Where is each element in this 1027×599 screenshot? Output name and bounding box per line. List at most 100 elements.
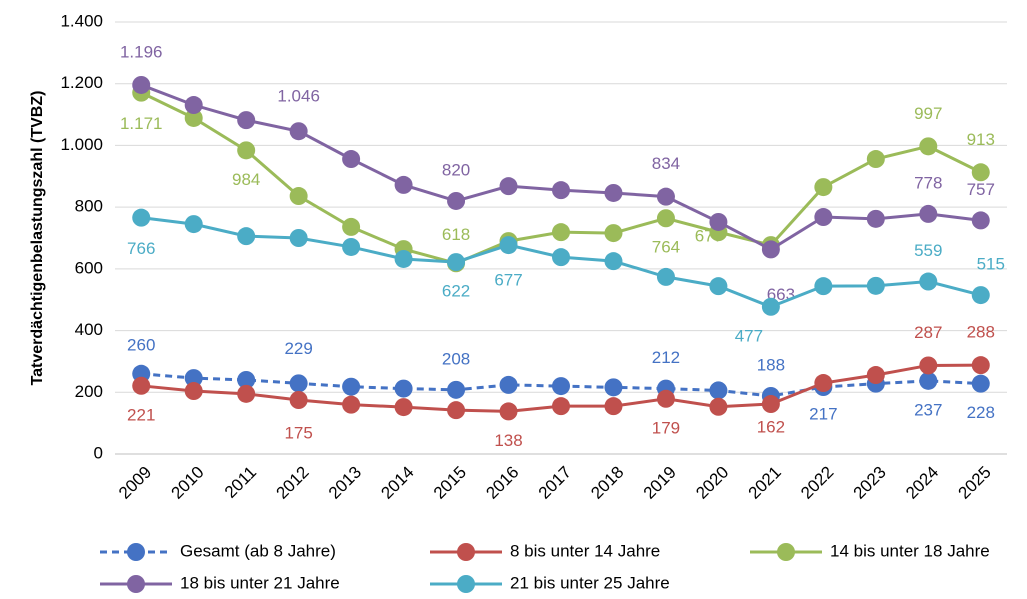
data-point [866, 209, 885, 228]
x-tick-label: 2013 [325, 463, 365, 503]
data-point [552, 181, 570, 200]
data-label: 179 [652, 418, 680, 437]
data-point [394, 379, 413, 398]
data-label: 559 [914, 241, 942, 260]
data-point [499, 236, 518, 255]
x-tick-label: 2020 [692, 463, 732, 503]
data-label: 757 [967, 180, 995, 199]
data-point [447, 401, 466, 420]
y-tick-label: 1.400 [60, 11, 103, 30]
data-label: 764 [652, 238, 680, 257]
data-point [761, 297, 780, 316]
legend-marker [457, 575, 475, 593]
data-label: 162 [757, 417, 785, 436]
data-label: 515 [977, 255, 1005, 274]
data-label: 208 [442, 349, 470, 368]
x-tick-label: 2024 [902, 463, 942, 503]
legend-marker [457, 543, 475, 561]
data-label: 260 [127, 335, 155, 354]
data-point [656, 267, 675, 286]
legend-label: 21 bis unter 25 Jahre [510, 573, 670, 592]
x-tick-label: 2012 [272, 463, 312, 503]
data-label: 138 [494, 431, 522, 450]
data-point [761, 395, 780, 414]
legend-label: Gesamt (ab 8 Jahre) [180, 541, 336, 560]
data-label: 229 [284, 339, 312, 358]
data-point [237, 111, 256, 130]
data-point [866, 150, 885, 169]
data-point [132, 75, 151, 94]
data-label: 677 [494, 271, 522, 290]
data-label: 778 [914, 173, 942, 192]
data-label: 1.046 [277, 87, 320, 106]
y-tick-label: 400 [75, 320, 103, 339]
data-point [656, 389, 675, 408]
data-label: 618 [442, 225, 470, 244]
y-tick-label: 0 [94, 443, 103, 462]
data-point [394, 249, 413, 268]
y-tick-label: 200 [75, 382, 103, 401]
data-point [394, 398, 413, 417]
data-point [289, 122, 308, 141]
data-point [289, 391, 308, 409]
x-tick-label: 2025 [955, 463, 995, 503]
x-tick-label: 2019 [640, 463, 680, 503]
data-point [604, 397, 623, 416]
data-label: 287 [914, 323, 942, 342]
data-point [552, 377, 570, 396]
legend-label: 18 bis unter 21 Jahre [180, 573, 340, 592]
data-point [289, 229, 308, 247]
data-label: 175 [284, 423, 312, 442]
data-point [866, 276, 885, 295]
data-point [604, 183, 623, 202]
data-point [656, 209, 675, 228]
data-point [184, 215, 203, 234]
data-label: 834 [652, 154, 680, 173]
data-point [499, 375, 518, 394]
data-point [394, 175, 413, 194]
y-axis-label: Tatverdächtigenbelastungszahl (TVBZ) [29, 91, 46, 386]
y-tick-label: 1.200 [60, 73, 103, 92]
data-point [237, 227, 256, 246]
data-label: 622 [442, 282, 470, 301]
x-tick-label: 2010 [168, 463, 208, 503]
data-point [499, 177, 518, 196]
data-label: 677 [695, 227, 723, 246]
data-point [447, 191, 466, 210]
data-point [184, 96, 203, 115]
y-tick-label: 600 [75, 258, 103, 277]
data-point [761, 240, 780, 259]
x-tick-label: 2017 [535, 463, 575, 503]
data-label: 221 [127, 405, 155, 424]
data-point [814, 374, 833, 393]
data-point [814, 208, 833, 227]
legend-marker [777, 543, 795, 561]
data-point [709, 381, 728, 400]
data-label: 997 [914, 104, 942, 123]
data-point [342, 237, 361, 256]
x-tick-label: 2016 [482, 463, 522, 503]
data-point [552, 223, 570, 242]
legend-marker [127, 543, 145, 561]
data-point [971, 286, 990, 305]
data-label: 1.171 [120, 114, 163, 133]
data-label: 237 [914, 400, 942, 419]
data-point [184, 382, 203, 401]
data-point [184, 369, 203, 388]
y-tick-label: 800 [75, 197, 103, 216]
legend-label: 14 bis unter 18 Jahre [830, 541, 990, 560]
x-tick-label: 2022 [797, 463, 837, 503]
data-point [289, 187, 308, 206]
x-tick-label: 2015 [430, 463, 470, 503]
x-tick-label: 2014 [377, 463, 417, 503]
data-label: 228 [967, 403, 995, 422]
data-point [499, 402, 518, 421]
data-point [552, 397, 570, 416]
data-point [919, 371, 938, 390]
data-point [184, 108, 203, 127]
x-tick-label: 2011 [221, 463, 260, 502]
data-point [971, 211, 990, 230]
x-tick-label: 2009 [115, 463, 155, 503]
data-point [342, 150, 361, 169]
